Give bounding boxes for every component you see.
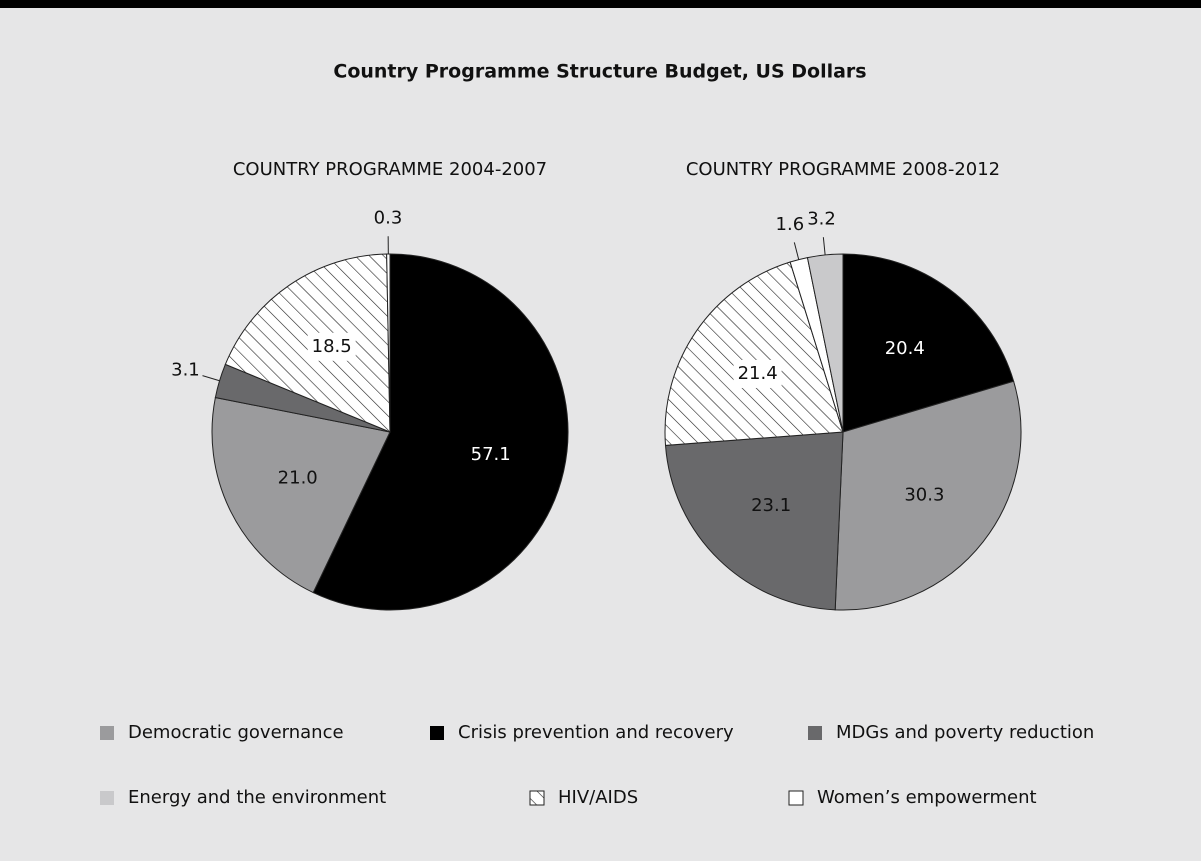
legend-label: Energy and the environment bbox=[128, 787, 386, 808]
legend-swatch bbox=[100, 726, 114, 740]
pie-title: COUNTRY PROGRAMME 2008-2012 bbox=[686, 159, 1000, 180]
legend-label: Women’s empowerment bbox=[817, 787, 1037, 808]
chart-title: Country Programme Structure Budget, US D… bbox=[333, 61, 866, 83]
pie-slice bbox=[312, 253, 569, 611]
legend-label: HIV/AIDS bbox=[558, 787, 638, 808]
data-label: 30.3 bbox=[904, 485, 944, 506]
top-bar bbox=[0, 0, 1201, 8]
legend-label: MDGs and poverty reduction bbox=[836, 722, 1094, 743]
legend-swatch bbox=[808, 726, 822, 740]
data-label: 3.2 bbox=[807, 208, 836, 229]
legend-swatch bbox=[430, 726, 444, 740]
pie-title: COUNTRY PROGRAMME 2004-2007 bbox=[233, 159, 547, 180]
legend-label: Democratic governance bbox=[128, 722, 344, 743]
data-label: 57.1 bbox=[471, 444, 511, 465]
pie-slice bbox=[664, 261, 844, 446]
legend-swatch bbox=[100, 791, 114, 805]
pie-slice bbox=[806, 253, 844, 433]
data-label: 18.5 bbox=[312, 336, 352, 357]
leader-line bbox=[793, 242, 800, 260]
data-label: 3.1 bbox=[171, 359, 200, 380]
pie-slice bbox=[664, 431, 844, 611]
legend-swatch bbox=[529, 790, 545, 806]
data-label: 21.0 bbox=[278, 467, 318, 488]
label-box bbox=[733, 359, 782, 388]
data-label: 21.4 bbox=[738, 363, 778, 384]
leader-line bbox=[822, 237, 826, 255]
pie-slice bbox=[386, 253, 391, 433]
pie-slice bbox=[211, 396, 391, 594]
pie-slice bbox=[224, 253, 391, 433]
data-label: 20.4 bbox=[885, 338, 925, 359]
label-box bbox=[307, 332, 356, 361]
legend-label: Crisis prevention and recovery bbox=[458, 722, 734, 743]
data-label: 23.1 bbox=[751, 495, 791, 516]
pie-slice bbox=[834, 380, 1022, 611]
data-label: 0.3 bbox=[374, 207, 403, 228]
legend-swatch bbox=[788, 790, 804, 806]
leader-line bbox=[202, 375, 220, 382]
pie-slice bbox=[842, 253, 1015, 433]
data-label: 1.6 bbox=[776, 214, 805, 235]
